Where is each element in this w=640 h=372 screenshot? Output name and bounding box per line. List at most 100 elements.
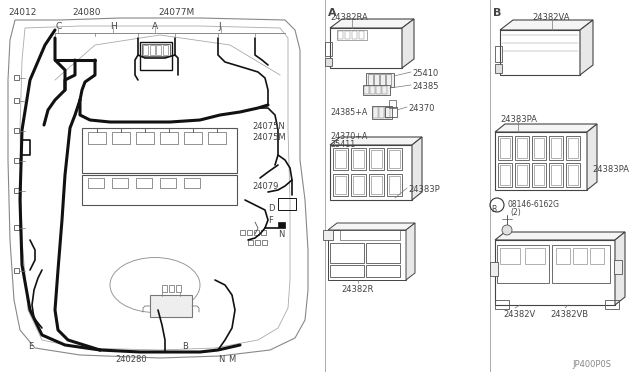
Polygon shape: [500, 20, 593, 30]
Text: 24382V: 24382V: [503, 310, 535, 319]
Bar: [262, 240, 267, 245]
Bar: [556, 248, 570, 264]
Bar: [534, 165, 544, 185]
Bar: [380, 74, 385, 86]
Bar: [368, 74, 373, 86]
Bar: [330, 145, 412, 200]
Text: 24382VA: 24382VA: [532, 13, 570, 22]
Bar: [112, 178, 128, 188]
Bar: [497, 245, 549, 283]
Bar: [495, 46, 502, 62]
Bar: [389, 176, 400, 194]
Text: M: M: [228, 355, 236, 364]
Text: 24370+A: 24370+A: [330, 132, 367, 141]
Bar: [160, 132, 178, 144]
Bar: [369, 148, 384, 170]
Bar: [389, 100, 396, 108]
Text: 24383PA: 24383PA: [500, 115, 537, 124]
Bar: [549, 136, 563, 160]
Bar: [330, 265, 364, 277]
Bar: [248, 240, 253, 245]
Bar: [490, 262, 498, 276]
Text: B: B: [182, 342, 188, 351]
Polygon shape: [330, 19, 414, 28]
Bar: [385, 107, 397, 117]
Bar: [150, 295, 192, 317]
Text: (2): (2): [510, 208, 521, 217]
Bar: [573, 248, 587, 264]
Polygon shape: [402, 19, 414, 68]
Bar: [495, 64, 502, 73]
Bar: [184, 132, 202, 144]
Text: B: B: [492, 205, 497, 214]
Bar: [337, 30, 367, 40]
Text: N: N: [278, 230, 284, 239]
Bar: [374, 74, 379, 86]
Text: JP400P0S: JP400P0S: [572, 360, 611, 369]
Bar: [247, 230, 252, 235]
Text: 24382VB: 24382VB: [550, 310, 588, 319]
Bar: [549, 163, 563, 187]
Text: 24383P: 24383P: [408, 185, 440, 194]
Bar: [379, 107, 384, 118]
Text: B: B: [493, 8, 501, 18]
Bar: [330, 28, 402, 68]
Bar: [566, 136, 580, 160]
Text: A: A: [152, 22, 158, 31]
Text: 25411: 25411: [330, 140, 355, 149]
Bar: [14, 75, 19, 80]
Bar: [386, 74, 391, 86]
Bar: [14, 128, 19, 133]
Text: 24382RA: 24382RA: [330, 13, 368, 22]
Polygon shape: [495, 232, 625, 240]
Bar: [525, 248, 545, 264]
Bar: [366, 265, 400, 277]
Bar: [88, 132, 106, 144]
Bar: [278, 198, 296, 210]
Bar: [330, 243, 364, 263]
Bar: [500, 248, 520, 264]
Text: 24079: 24079: [252, 182, 278, 191]
Bar: [376, 86, 381, 94]
Bar: [568, 138, 578, 158]
Bar: [498, 163, 512, 187]
Polygon shape: [587, 124, 597, 190]
Bar: [176, 285, 181, 292]
Bar: [566, 163, 580, 187]
Polygon shape: [580, 20, 593, 75]
Bar: [552, 245, 610, 283]
Bar: [345, 31, 350, 39]
Text: 25410: 25410: [412, 69, 438, 78]
Bar: [532, 163, 546, 187]
Bar: [366, 243, 400, 263]
Bar: [605, 300, 619, 309]
Bar: [82, 175, 237, 205]
Polygon shape: [330, 137, 422, 145]
Bar: [255, 240, 260, 245]
Bar: [150, 45, 154, 55]
Polygon shape: [615, 232, 625, 305]
Bar: [143, 45, 148, 55]
Bar: [363, 85, 390, 95]
Bar: [328, 230, 406, 280]
Text: 24385: 24385: [412, 82, 438, 91]
Bar: [278, 222, 285, 228]
Bar: [169, 285, 174, 292]
Bar: [160, 178, 176, 188]
Text: 24075M: 24075M: [252, 133, 285, 142]
Text: 24077M: 24077M: [158, 8, 195, 17]
Polygon shape: [328, 223, 415, 230]
Bar: [353, 150, 364, 168]
Bar: [382, 86, 387, 94]
Bar: [371, 150, 382, 168]
Text: E: E: [28, 342, 33, 351]
Bar: [369, 174, 384, 196]
Bar: [495, 240, 615, 305]
Bar: [389, 150, 400, 168]
Bar: [351, 148, 366, 170]
Bar: [333, 174, 348, 196]
Bar: [590, 248, 604, 264]
Text: A: A: [328, 8, 337, 18]
Text: 24385+A: 24385+A: [330, 108, 367, 117]
Bar: [323, 230, 333, 240]
